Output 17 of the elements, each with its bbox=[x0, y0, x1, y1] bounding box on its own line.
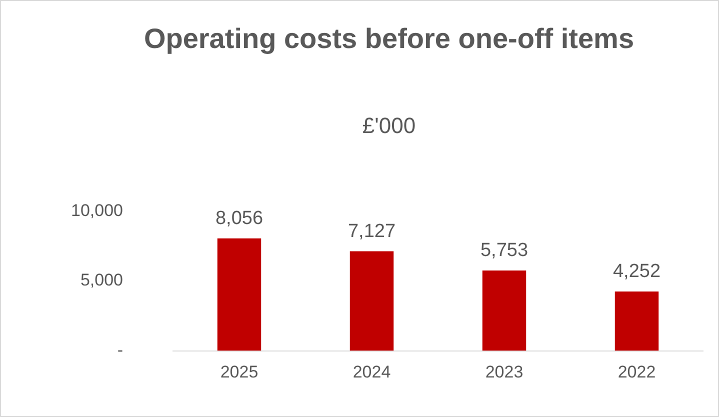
x-tick-label: 2024 bbox=[352, 362, 391, 382]
y-tick-label: 10,000 bbox=[70, 200, 123, 220]
data-label: 4,252 bbox=[612, 261, 661, 282]
chart-subtitle: £'000 bbox=[361, 113, 417, 139]
x-tick-label: 2022 bbox=[618, 362, 656, 382]
x-tick-label: 2023 bbox=[485, 362, 524, 382]
bar bbox=[350, 251, 394, 351]
bar bbox=[482, 270, 526, 351]
x-tick-label: 2025 bbox=[220, 362, 258, 382]
y-tick-label: - bbox=[117, 340, 123, 360]
y-tick-label: 5,000 bbox=[80, 270, 123, 290]
data-label: 8,056 bbox=[215, 208, 264, 230]
bar bbox=[614, 291, 659, 351]
chart-title: Operating costs before one-off items bbox=[142, 22, 636, 56]
data-label: 7,127 bbox=[348, 221, 396, 242]
data-label: 5,753 bbox=[480, 240, 528, 262]
bar bbox=[217, 238, 262, 351]
